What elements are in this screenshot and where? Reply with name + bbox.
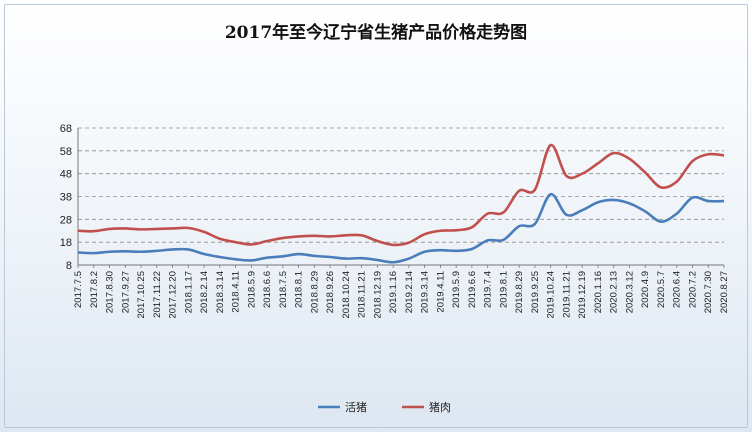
x-tick-label: 2018.8.29 (309, 271, 320, 313)
x-tick-label: 2019.6.6 (467, 271, 478, 308)
x-tick-label: 2020.5.7 (656, 271, 667, 308)
x-tick-label: 2020.1.16 (593, 271, 604, 313)
y-tick-label: 8 (66, 260, 72, 272)
x-tick-label: 2020.4.9 (640, 271, 651, 308)
x-tick-label: 2020.7.30 (703, 271, 714, 313)
x-tick-label: 2019.8.1 (498, 271, 509, 308)
x-tick-label: 2019.4.11 (435, 271, 446, 313)
y-tick-label: 68 (60, 123, 72, 135)
x-tick-label: 2018.7.5 (278, 271, 289, 308)
y-tick-label: 48 (60, 169, 72, 181)
x-tick-label: 2020.7.2 (687, 271, 698, 308)
y-axis: 8 18 28 38 48 58 68 (60, 123, 79, 272)
x-tick-label: 2017.9.27 (120, 271, 131, 313)
x-tick-label: 2018.11.21 (357, 271, 368, 318)
x-tick-label: 2018.5.9 (246, 271, 257, 308)
x-tick-label: 2019.2.14 (404, 271, 415, 313)
chart-title: 2017年至今辽宁省生猪产品价格走势图 (224, 23, 528, 43)
series-line-1 (77, 192, 725, 264)
x-axis: 2017.7.5 2017.8.2 2017.8.30 2017.9.27 2017.1… (73, 264, 730, 319)
series-lines (77, 143, 725, 264)
y-tick-label: 58 (60, 146, 72, 158)
x-tick-label: 2018.3.14 (215, 271, 226, 313)
x-tick-label: 2019.7.4 (483, 271, 494, 308)
x-tick-label: 2020.2.13 (609, 271, 620, 313)
series-line-2 (77, 143, 725, 247)
x-tick-label: 2017.10.25 (136, 271, 147, 319)
x-tick-label: 2018.12.19 (372, 271, 383, 319)
x-tick-label: 2020.3.12 (624, 271, 635, 313)
x-tick-label: 2018.1.17 (183, 271, 194, 313)
x-tick-label: 2018.9.26 (325, 271, 336, 313)
x-tick-label: 2018.2.14 (199, 271, 210, 313)
x-tick-label: 2018.6.6 (262, 271, 273, 308)
x-tick-label: 2018.8.1 (294, 271, 305, 308)
x-tick-label: 2019.1.16 (388, 271, 399, 313)
x-tick-label: 2018.10.24 (341, 271, 352, 319)
x-tick-label: 2017.12.20 (168, 271, 179, 319)
y-tick-label: 38 (60, 192, 72, 204)
x-tick-label: 2019.10.24 (546, 271, 557, 319)
legend: 活猪 猪肉 (318, 401, 451, 414)
x-tick-label: 2018.4.11 (231, 271, 242, 313)
x-tick-label: 2019.9.25 (530, 271, 541, 313)
x-tick-label: 2019.8.29 (514, 271, 525, 313)
x-tick-label: 2020.8.27 (719, 271, 730, 313)
x-tick-label: 2019.11.21 (561, 271, 572, 318)
legend-label-1: 活猪 (345, 401, 367, 414)
x-tick-label: 2019.3.14 (420, 271, 431, 313)
y-tick-label: 18 (60, 237, 72, 249)
x-tick-label: 2019.5.9 (451, 271, 462, 308)
x-tick-label: 2017.11.22 (152, 271, 163, 318)
x-tick-label: 2020.6.4 (672, 271, 683, 308)
chart-frame (4, 4, 748, 428)
legend-label-2: 猪肉 (429, 401, 451, 414)
x-tick-label: 2017.7.5 (73, 271, 84, 308)
x-tick-label: 2017.8.2 (89, 271, 100, 308)
x-tick-label: 2017.8.30 (105, 271, 116, 313)
x-tick-label: 2019.12.19 (577, 271, 588, 319)
y-tick-label: 28 (60, 214, 72, 226)
